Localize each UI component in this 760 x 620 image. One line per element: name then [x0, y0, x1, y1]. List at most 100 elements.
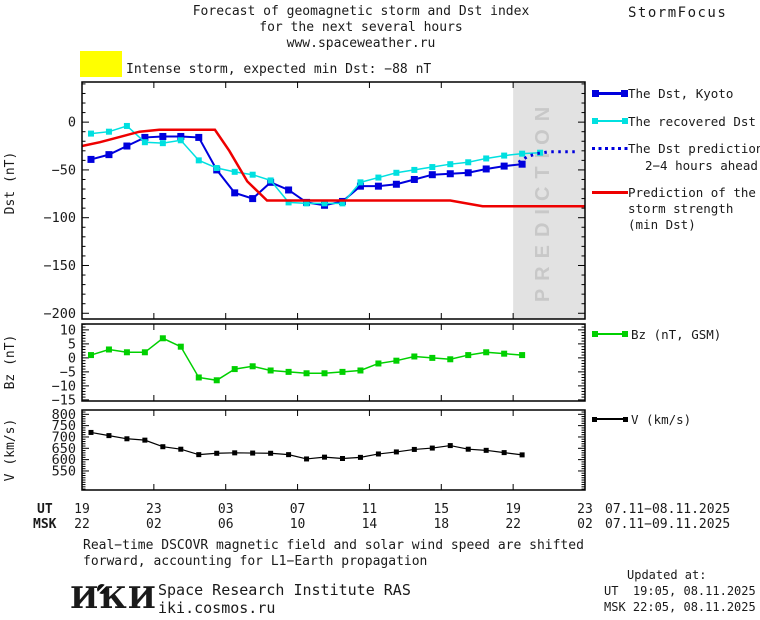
data-point-marker — [304, 456, 310, 462]
data-point-marker — [393, 357, 400, 364]
square-marker-icon — [623, 416, 628, 422]
page-title: Forecast of geomagnetic storm and Dst in… — [0, 4, 722, 52]
data-point-marker — [124, 436, 130, 442]
iki-logo: ИКИ — [70, 581, 157, 616]
data-point-marker — [357, 367, 364, 374]
square-marker-icon — [592, 118, 598, 124]
data-point-marker — [446, 170, 454, 178]
data-point-marker — [339, 368, 346, 375]
data-point-marker — [87, 155, 95, 163]
data-point-marker — [357, 454, 363, 460]
data-point-marker — [375, 451, 381, 457]
msk-tick-label: 22 — [505, 517, 521, 532]
updated-at-label: Updated at: — [627, 568, 707, 582]
y-tick-label: −10 — [52, 378, 76, 394]
data-point-marker — [267, 367, 274, 374]
y-tick-label: −5 — [60, 364, 76, 380]
recovered-legend-marker — [592, 118, 628, 124]
legend-recovered: The recovered Dst — [628, 114, 756, 129]
data-point-marker — [142, 437, 148, 443]
data-point-marker — [339, 455, 345, 461]
updated-ut: UT 19:05, 08.11.2025 — [604, 584, 756, 598]
data-point-marker — [429, 445, 435, 451]
title-line-2: for the next several hours — [259, 20, 463, 35]
data-point-marker — [249, 363, 256, 370]
y-tick-label: −200 — [43, 306, 76, 322]
storm-legend-marker — [592, 191, 628, 194]
data-point-marker — [105, 128, 112, 135]
data-point-marker — [178, 446, 184, 452]
y-tick-label: 0 — [68, 350, 76, 366]
org-site[interactable]: iki.cosmos.ru — [158, 599, 276, 617]
data-point-marker — [177, 343, 184, 350]
data-point-marker — [231, 189, 239, 197]
data-point-marker — [447, 161, 454, 168]
legend-storm-line1: Prediction of the — [628, 185, 756, 200]
ut-tick-label: 23 — [146, 502, 162, 517]
prediction-band — [513, 82, 585, 319]
data-point-marker — [429, 354, 436, 361]
footnote-line-2: forward, accounting for L1−Earth propaga… — [83, 554, 428, 569]
legend-bz: Bz (nT, GSM) — [631, 327, 722, 342]
data-point-marker — [411, 166, 418, 173]
legend-storm-line3: (min Dst) — [628, 217, 696, 232]
data-point-marker — [249, 195, 257, 203]
ut-tick-label: 15 — [433, 502, 450, 517]
data-point-marker — [87, 130, 94, 137]
data-point-marker — [339, 200, 346, 207]
y-tick-label: −50 — [52, 162, 76, 178]
tick-marks — [81, 410, 586, 490]
data-point-marker — [519, 352, 526, 359]
updated-msk: MSK 22:05, 08.11.2025 — [604, 600, 756, 614]
series-dotted — [517, 150, 577, 164]
data-point-marker — [88, 429, 94, 435]
data-point-marker — [141, 139, 148, 146]
legend-prediction-line1: The Dst prediction — [628, 141, 760, 156]
data-point-marker — [213, 165, 220, 172]
msk-tick-label: 02 — [146, 517, 162, 532]
data-point-marker — [411, 446, 417, 452]
data-point-marker — [285, 186, 293, 194]
legend-v: V (km/s) — [631, 412, 692, 427]
y-tick-label: −15 — [52, 392, 76, 408]
data-point-marker — [195, 133, 203, 141]
data-point-marker — [231, 168, 238, 175]
y-tick-label: 0 — [68, 115, 76, 131]
square-marker-icon — [621, 89, 628, 97]
data-point-marker — [322, 454, 328, 460]
data-point-marker — [286, 452, 292, 458]
data-point-marker — [465, 446, 471, 452]
y-tick-label: 700 — [52, 429, 76, 445]
data-point-marker — [232, 450, 238, 456]
data-point-marker — [214, 450, 220, 456]
data-point-marker — [501, 350, 508, 357]
ut-tick-label: 19 — [505, 502, 521, 517]
y-tick-label: −150 — [43, 258, 76, 274]
data-point-marker — [268, 450, 274, 456]
data-point-marker — [392, 180, 400, 188]
square-marker-icon — [592, 416, 597, 422]
data-point-marker — [393, 449, 399, 455]
y-tick-label: 10 — [60, 322, 76, 338]
data-point-marker — [500, 162, 508, 170]
data-point-marker — [483, 349, 490, 356]
data-point-marker — [374, 182, 382, 190]
ut-tick-label: 03 — [217, 502, 234, 517]
data-point-marker — [356, 182, 364, 190]
ut-row-label: UT — [37, 502, 53, 517]
data-point-marker — [375, 360, 382, 367]
data-point-marker — [465, 159, 472, 166]
tick-marks — [81, 323, 586, 401]
data-point-marker — [141, 349, 148, 356]
series-solid — [81, 128, 585, 208]
data-point-marker — [393, 169, 400, 176]
data-point-marker — [428, 171, 436, 179]
data-point-marker — [519, 150, 526, 157]
data-point-marker — [482, 165, 490, 173]
data-point-marker — [321, 370, 328, 377]
data-point-marker — [303, 200, 310, 207]
data-point-marker — [123, 349, 130, 356]
